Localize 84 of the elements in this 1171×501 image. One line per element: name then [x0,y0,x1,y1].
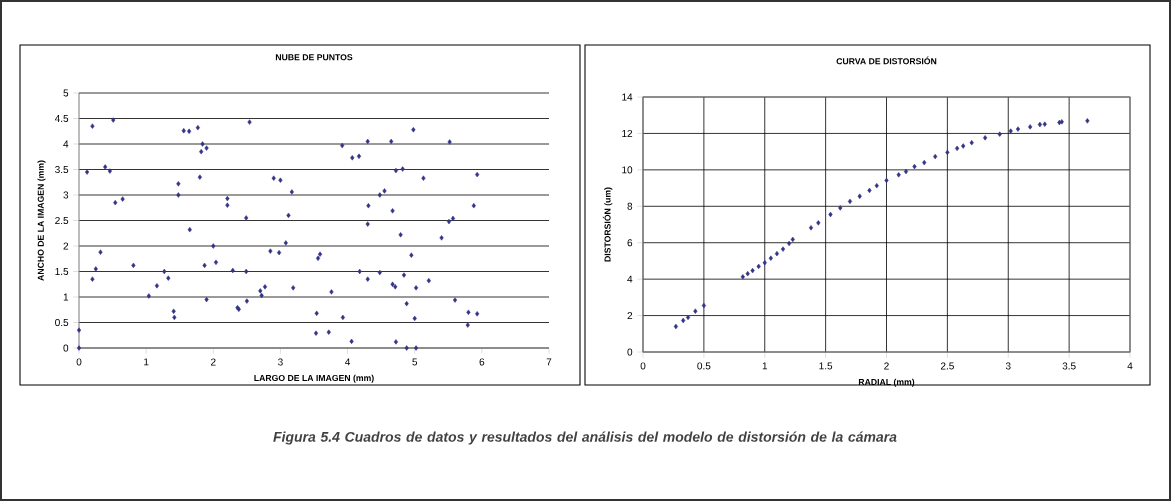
point [912,163,917,170]
x-tick-label: 4 [1127,362,1133,370]
point [945,149,950,156]
point [790,236,795,243]
y-tick-label: 10 [622,166,633,174]
y-tick-label: 8 [627,202,633,210]
point [693,308,698,314]
point [983,135,988,141]
point [828,211,833,218]
point [1085,118,1090,124]
text: Figura 5.4 Cuadros de datos y resultados del análisis del modelo de distorsión de la cámara [273,431,897,445]
x-tick-label: 1 [762,362,768,370]
point [774,250,779,257]
y-tick-label: 2 [627,312,633,320]
chart-title: NUBE DE PUNTOS [275,54,353,61]
y-tick-label: 4.5 [54,115,69,123]
point [740,274,745,280]
point [756,263,761,270]
point [1037,121,1042,128]
y-tick-label: 3 [63,191,69,199]
point [673,323,678,330]
x-tick-label: 0 [640,362,646,370]
y-tick-label: 2.5 [55,216,69,225]
x-tick-label: 2 [884,362,889,370]
x-tick-label: 0 [76,358,82,366]
point [750,267,755,274]
y-tick-label: 1 [63,293,69,301]
point [1028,124,1033,130]
x-tick-label: 3 [278,358,283,366]
chart-title: CURVA DE DISTORSIÓN [836,56,937,65]
point [787,240,792,247]
point [780,246,786,252]
point [903,168,909,175]
x-tick-label: 7 [546,358,552,366]
point [685,314,691,321]
x-tick-label: 2 [211,358,216,366]
y-tick-label: 3.5 [55,165,69,174]
point [847,198,853,205]
point [961,143,966,149]
y-axis-title: ANCHO DE LA IMAGEN (mm) [37,160,46,281]
x-tick-label: 0.5 [697,362,711,370]
x-tick-label: 1 [144,358,149,366]
point [969,140,974,146]
x-axis-title: LARGO DE LA IMAGEN (mm) [254,374,374,383]
y-tick-label: 5 [63,89,69,97]
point [1042,121,1047,127]
y-tick-label: 0 [627,348,633,356]
point [874,183,879,189]
point [701,302,706,309]
x-tick-label: 4 [345,358,351,366]
y-axis-title: DISTORSIÓN (um) [602,187,613,262]
y-tick-label: 1.5 [55,268,69,275]
x-axis-title: RADIAL (mm) [858,378,915,387]
x-tick-label: 3.5 [1062,362,1076,370]
x-tick-label: 2.5 [940,362,954,370]
x-tick-label: 1.5 [819,362,833,370]
y-tick-label: 6 [627,239,633,247]
x-tick-label: 3 [1005,362,1011,370]
point [745,271,750,277]
point [955,145,960,152]
point [857,193,862,199]
y-tick-label: 12 [622,129,633,137]
x-tick-label: 5 [412,358,418,366]
point [808,225,814,231]
point [816,220,821,226]
point [884,177,889,184]
point [762,260,767,266]
point [933,153,938,160]
y-tick-label: 4 [627,275,633,283]
y-tick-label: 4 [63,140,69,148]
point [896,172,901,178]
point [768,255,773,261]
y-tick-label: 0.5 [55,318,69,327]
y-tick-label: 2 [63,242,69,250]
point [1008,128,1013,134]
point [922,159,927,166]
point [997,131,1002,137]
y-tick-label: 14 [622,93,633,101]
point [838,205,843,211]
x-tick-label: 6 [479,358,485,366]
y-tick-label: 0 [63,344,69,352]
point [1015,126,1021,132]
point [867,187,872,194]
point [681,317,686,324]
